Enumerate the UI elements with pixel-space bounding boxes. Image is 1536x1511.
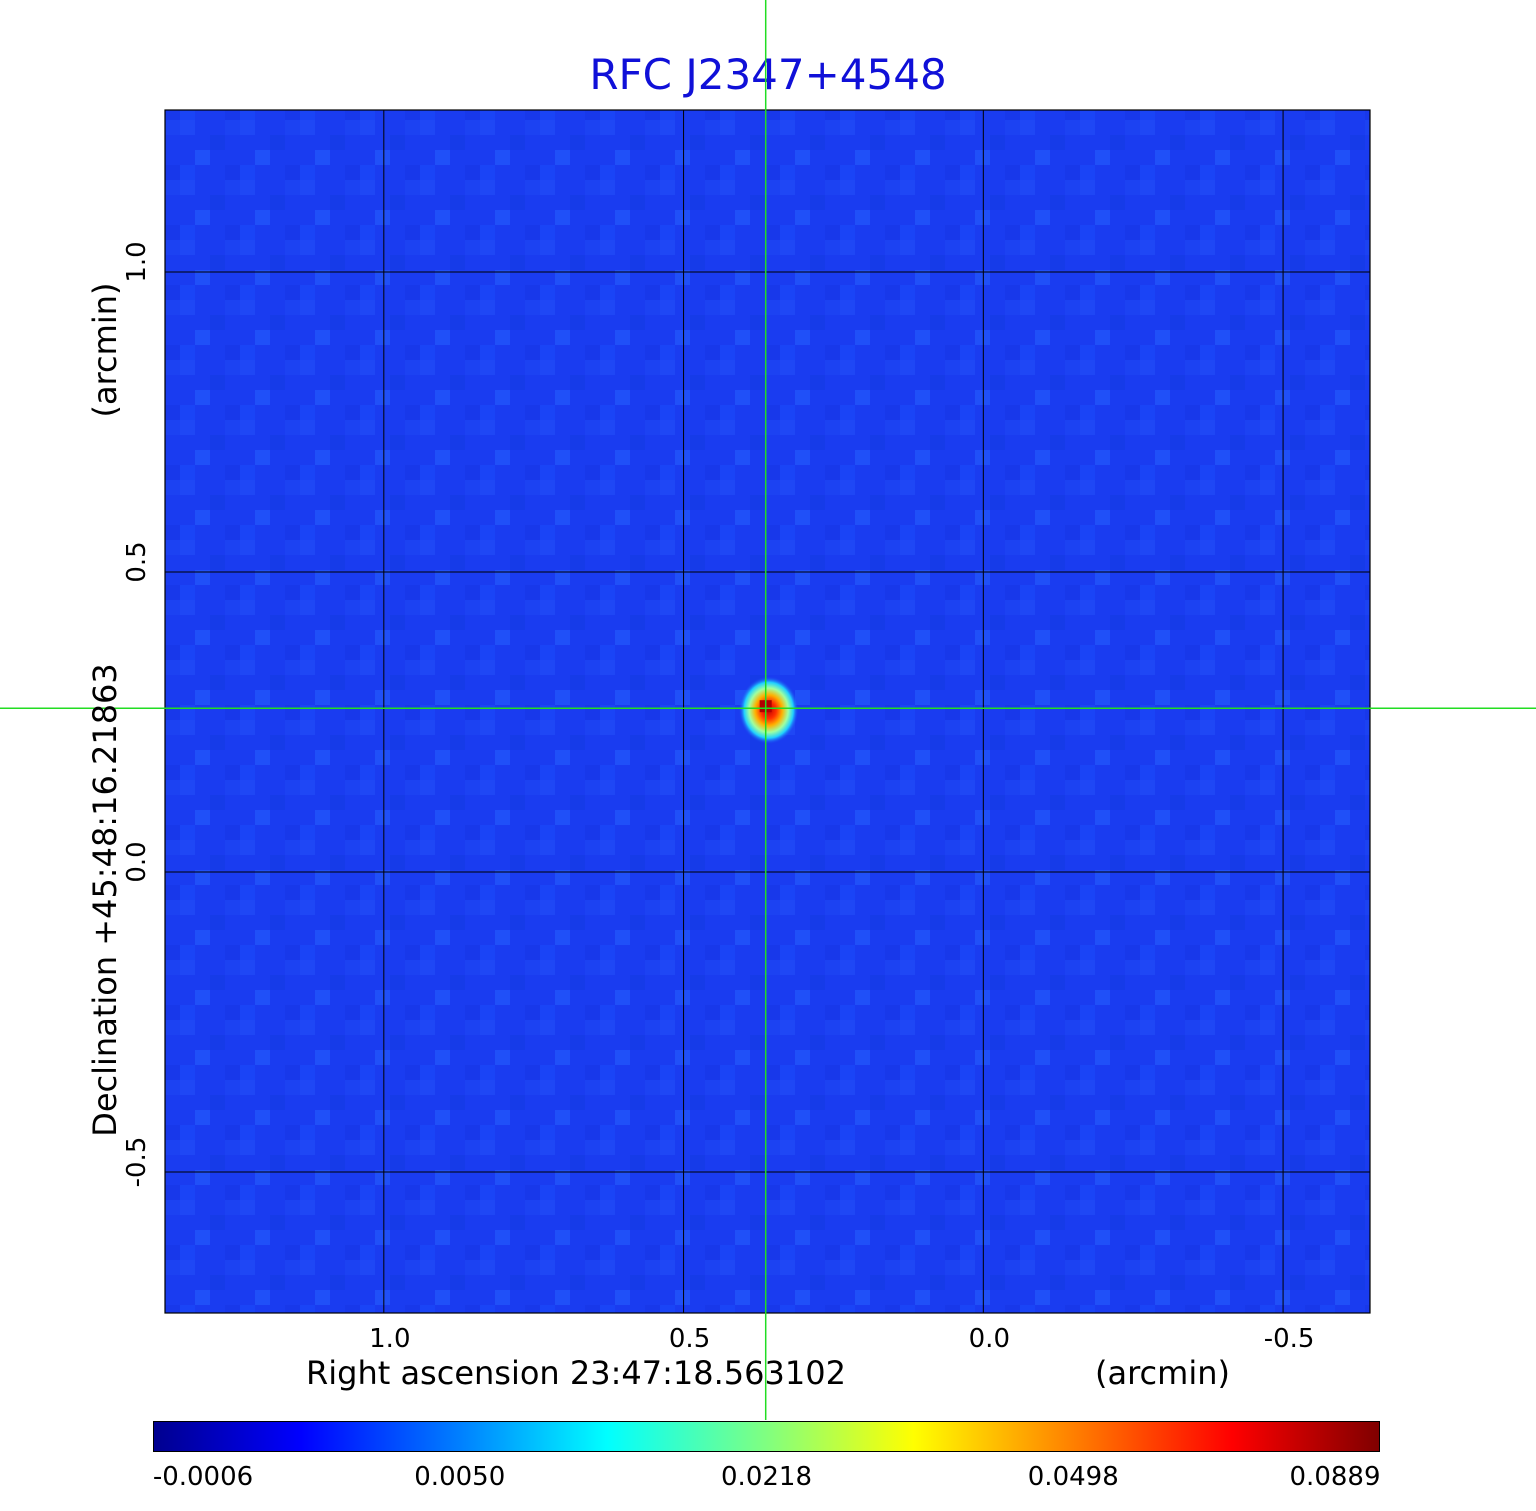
heatmap-plot[interactable] xyxy=(0,0,1536,1420)
y-tick-label-3: -0.5 xyxy=(122,1136,152,1188)
y-tick-label-1: 0.5 xyxy=(122,541,152,583)
y-tick-label-2: 0.0 xyxy=(122,841,152,883)
x-axis-label: Right ascension 23:47:18.563102 xyxy=(306,1354,846,1392)
plot-frame xyxy=(164,109,1371,1314)
y-axis-label: Declination +45:48:16.21863 xyxy=(86,663,124,1137)
x-tick-label-0: 1.0 xyxy=(369,1324,411,1354)
chart-title: RFC J2347+4548 xyxy=(589,50,947,99)
x-axis-unit: (arcmin) xyxy=(1095,1354,1230,1392)
x-tick-label-3: -0.5 xyxy=(1263,1324,1315,1354)
x-tick-label-1: 0.5 xyxy=(668,1324,711,1354)
colorbar-tick-label-3: 0.0498 xyxy=(1027,1462,1119,1492)
colorbar-tick-label-4: 0.0889 xyxy=(1289,1462,1381,1492)
colorbar-tick-label-0: -0.0006 xyxy=(152,1462,254,1492)
y-axis-unit: (arcmin) xyxy=(86,282,124,418)
x-tick-label-2: 0.0 xyxy=(968,1324,1010,1354)
y-tick-label-0: 1.0 xyxy=(122,241,152,283)
colorbar xyxy=(153,1421,1380,1452)
colorbar-tick-label-2: 0.0218 xyxy=(721,1462,812,1492)
colorbar-tick-label-1: 0.0050 xyxy=(414,1462,506,1492)
